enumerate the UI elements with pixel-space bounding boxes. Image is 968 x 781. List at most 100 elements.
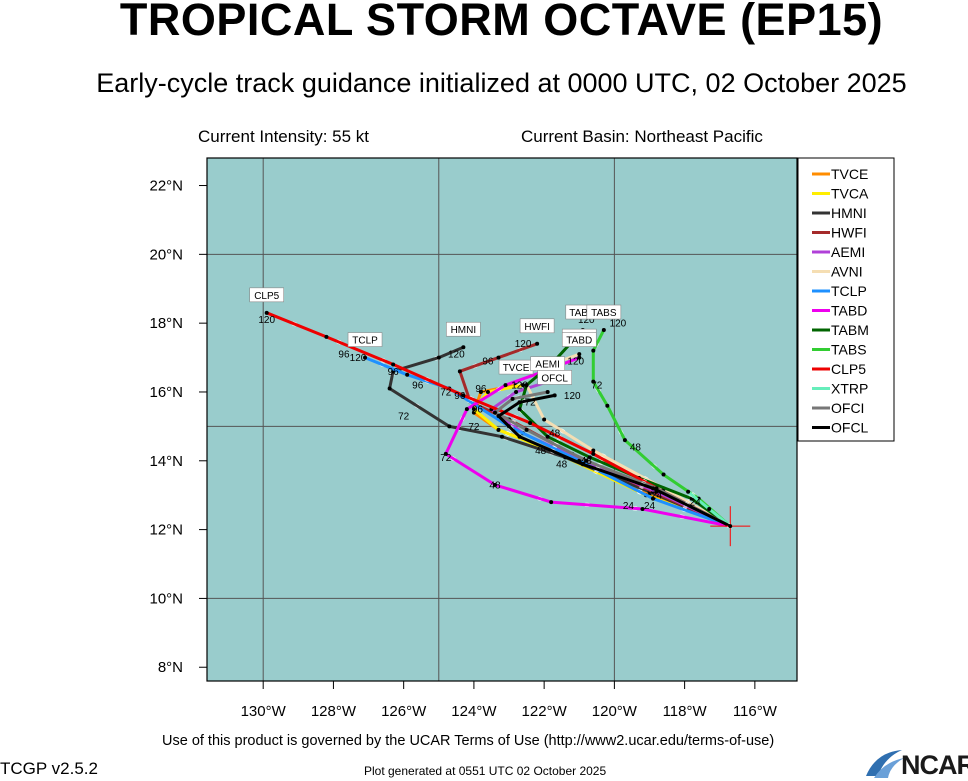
track-point	[517, 407, 522, 412]
forecast-hour-label: 72	[591, 381, 603, 392]
track-label-box	[519, 318, 555, 334]
track-label-box	[446, 321, 481, 337]
track-point	[492, 482, 497, 487]
track-point	[478, 389, 483, 394]
y-tick-label: 10°N	[149, 590, 183, 607]
forecast-hour-label: 120	[567, 356, 584, 367]
legend-label: XTRP	[831, 381, 868, 397]
x-tick-label: 116°W	[733, 703, 778, 720]
track-point	[485, 389, 490, 394]
forecast-hour-label: 24	[644, 501, 656, 512]
legend-label: AVNI	[831, 264, 863, 280]
track-point	[363, 355, 368, 360]
legend-label: TABD	[831, 303, 867, 319]
track-point	[521, 383, 526, 388]
forecast-hour-label: 48	[535, 446, 547, 457]
track-point	[686, 489, 691, 494]
track-label-box	[347, 332, 383, 347]
y-tick-label: 20°N	[149, 246, 183, 263]
track-point	[503, 383, 508, 388]
legend-label: AEMI	[831, 244, 865, 260]
track-label: HMNI	[451, 325, 477, 336]
legend-box	[797, 157, 895, 442]
legend-label: CLP5	[831, 361, 866, 377]
track-point	[545, 434, 550, 439]
forecast-hour-label: 72	[525, 398, 537, 409]
legend-label: OFCL	[831, 420, 869, 436]
track-point	[542, 417, 547, 422]
map-frame	[206, 157, 798, 682]
forecast-hour-label: 120	[258, 315, 275, 326]
forecast-hour-label: 48	[581, 456, 593, 467]
track-point	[661, 472, 666, 477]
y-tick-label: 8°N	[158, 659, 183, 676]
track-point	[707, 506, 712, 511]
forecast-hour-label: 120	[515, 339, 532, 350]
forecast-hour-label: 24	[651, 491, 663, 502]
track-point	[510, 396, 515, 401]
track-point	[324, 334, 329, 339]
track-point	[517, 434, 522, 439]
forecast-hour-label: 120	[610, 319, 627, 330]
legend-label: HMNI	[831, 205, 867, 221]
generated-timestamp: Plot generated at 0551 UTC 02 October 20…	[364, 764, 607, 778]
track-label-box	[537, 370, 572, 385]
track-point	[591, 448, 596, 453]
track-point	[391, 362, 396, 367]
track-point	[587, 455, 592, 460]
track-label: AEMI	[535, 360, 559, 371]
forecast-hour-label: 96	[454, 391, 466, 402]
legend-label: OFCI	[831, 400, 864, 416]
track-point	[549, 500, 554, 505]
track-point	[524, 427, 529, 432]
forecast-hour-label: 48	[630, 442, 642, 453]
track-label: OFCL	[541, 373, 568, 384]
x-tick-label: 126°W	[381, 703, 427, 720]
forecast-hour-label: 96	[475, 384, 487, 395]
track-point	[545, 389, 550, 394]
track-point	[457, 369, 462, 374]
track-point	[387, 386, 392, 391]
forecast-hour-label: 120	[511, 381, 528, 392]
forecast-hour-label: 120	[564, 391, 581, 402]
forecast-hour-label: 24	[623, 501, 635, 512]
track-point	[640, 506, 645, 511]
x-tick-label: 124°W	[451, 703, 497, 720]
track-point	[552, 393, 557, 398]
track-point	[436, 355, 441, 360]
x-tick-label: 118°W	[663, 703, 708, 720]
track-point	[496, 355, 501, 360]
y-tick-label: 16°N	[149, 384, 183, 401]
track-point	[651, 496, 656, 501]
legend-label: TVCE	[831, 166, 868, 182]
track-point	[622, 438, 627, 443]
y-tick-label: 12°N	[149, 522, 183, 539]
track-point	[464, 407, 469, 412]
ncar-logo-text: NCAR	[901, 750, 968, 780]
track-point	[447, 424, 452, 429]
forecast-hour-label: 48	[549, 429, 561, 440]
track-point	[577, 355, 582, 360]
storm-position-dot	[728, 524, 733, 529]
forecast-hour-label: 120	[578, 315, 595, 326]
track-label: TABD	[566, 336, 592, 347]
track-point	[264, 310, 269, 315]
forecast-hour-label: 96	[482, 356, 494, 367]
x-tick-label: 120°W	[592, 703, 638, 720]
forecast-hour-label: 48	[556, 460, 568, 471]
track-point	[524, 383, 529, 388]
track-label-box	[586, 304, 622, 320]
legend-label: TVCA	[831, 186, 869, 202]
forecast-hour-label: 96	[338, 350, 350, 361]
track-point	[535, 341, 540, 346]
current-basin: Current Basin: Northeast Pacific	[521, 127, 763, 146]
track-point	[461, 393, 466, 398]
track-point	[651, 486, 656, 491]
x-tick-label: 122°W	[522, 703, 568, 720]
track-point	[605, 403, 610, 408]
track-point	[517, 400, 522, 405]
current-intensity: Current Intensity: 55 kt	[198, 127, 370, 146]
track-point	[577, 352, 582, 357]
track-label-box	[249, 287, 285, 303]
